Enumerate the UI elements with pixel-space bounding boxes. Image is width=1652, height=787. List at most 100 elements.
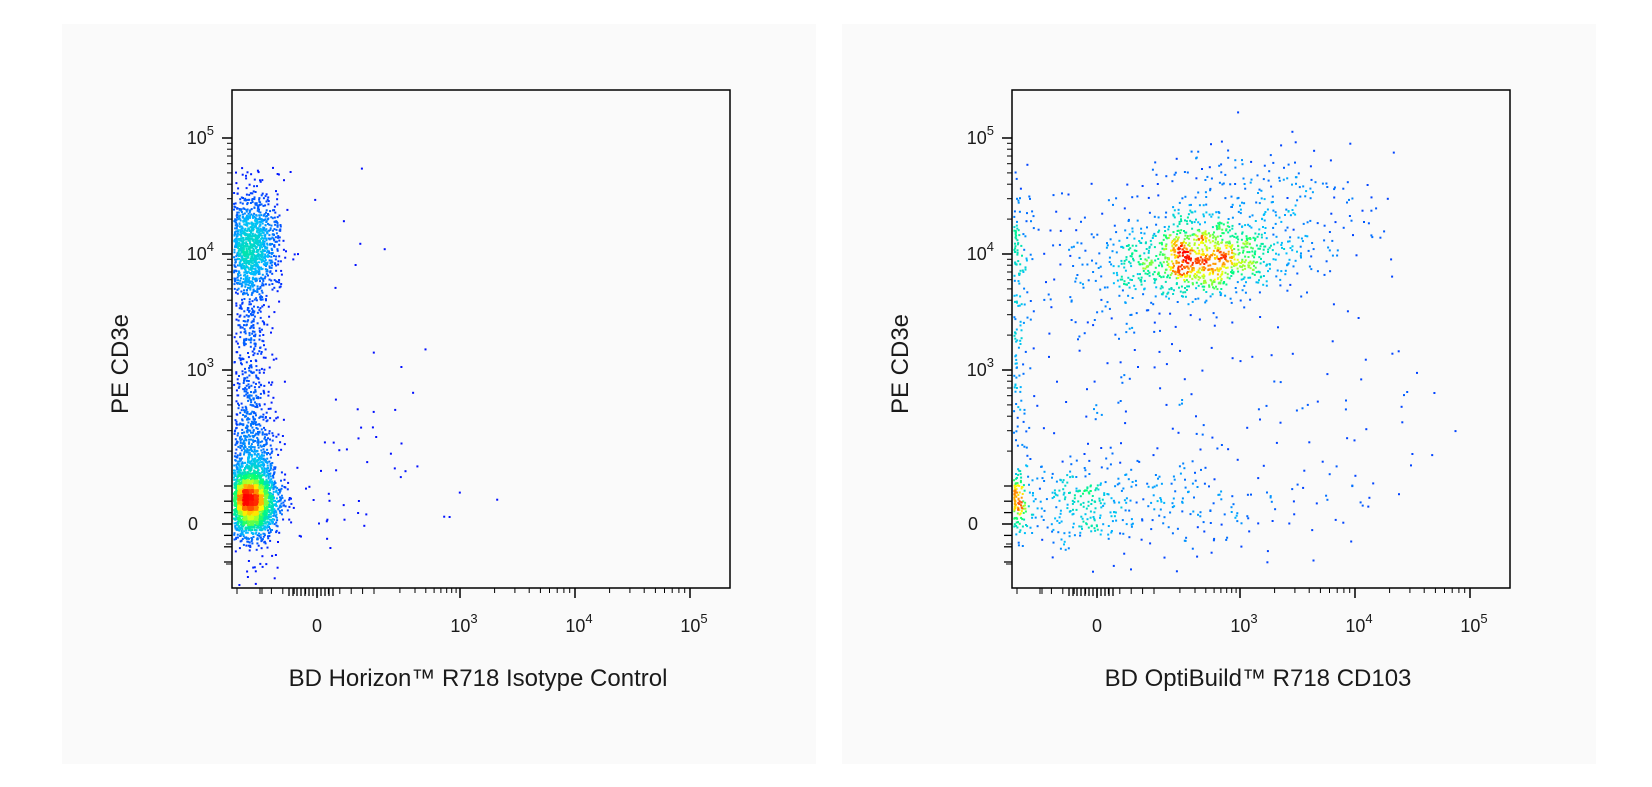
event-point [249,216,252,219]
event-point [243,483,246,485]
event-point [1331,239,1334,242]
event-point [261,481,264,483]
event-point [276,416,279,419]
event-point [278,239,281,242]
event-point [258,498,261,501]
event-point [281,509,283,512]
event-point [246,418,249,420]
event-point [1032,227,1035,230]
event-point [277,263,280,266]
event-point [239,540,242,543]
event-point [264,245,267,248]
event-point [263,445,266,448]
event-point [269,210,272,213]
event-point [261,246,264,249]
event-point [276,225,279,228]
event-point [254,343,257,346]
event-point [264,487,266,490]
event-point [239,254,242,257]
event-point [255,202,258,205]
event-point [260,367,263,370]
event-point [256,508,259,511]
event-point [234,498,237,501]
event-point [263,392,266,395]
event-point [276,173,279,175]
event-point [266,457,269,460]
event-point [260,449,263,452]
event-point [251,309,254,312]
event-point [263,467,266,470]
event-point [269,509,272,512]
event-point [259,562,262,565]
event-point [234,258,237,261]
event-point [260,529,263,532]
event-point [1391,352,1394,355]
event-point [1370,209,1373,212]
event-point [269,462,272,465]
event-point [1048,332,1051,335]
event-point [273,523,276,526]
event-point [284,256,287,259]
event-point [251,517,254,520]
event-point [244,449,247,452]
event-point [248,500,251,503]
event-point [243,390,246,393]
event-point [1208,485,1210,488]
event-point [248,367,251,369]
event-point [256,537,259,540]
event-point [265,299,267,302]
event-point [274,466,277,469]
event-point [239,533,242,536]
event-point [243,223,246,226]
event-point [246,451,249,454]
event-point [252,267,255,270]
event-point [255,423,257,426]
event-point [1383,230,1386,233]
event-point [235,332,238,335]
event-point [1194,471,1196,474]
event-point [250,325,253,328]
events-layer [1013,111,1457,573]
event-point [276,492,279,495]
event-point [279,229,282,232]
event-point [264,224,267,227]
event-point [1153,366,1156,369]
event-point [250,264,253,267]
event-point [1142,293,1145,296]
event-point [247,399,250,402]
event-point [248,222,251,225]
event-point [1259,418,1261,421]
event-point [266,448,269,451]
event-point [269,472,272,475]
event-point [252,259,254,262]
event-point [1151,519,1154,522]
event-point [241,486,244,489]
event-point [235,221,238,224]
event-point [264,490,266,493]
event-point [1243,306,1246,309]
event-point [247,560,250,562]
event-point [1109,446,1112,449]
event-point [1306,403,1309,406]
event-point [1070,319,1073,321]
event-point [251,538,253,540]
event-point [237,488,240,491]
event-point [1365,428,1368,431]
event-point [253,249,255,252]
event-point [252,243,255,246]
event-point [245,270,248,273]
event-point [272,434,275,437]
event-point [258,334,261,337]
event-point [266,242,269,245]
event-point [260,456,263,459]
event-point [253,483,256,486]
event-point [244,481,247,484]
event-point [259,490,262,493]
event-point [273,311,276,314]
event-point [236,454,239,457]
event-point [252,354,255,357]
event-point [242,424,245,427]
event-point [270,504,273,507]
event-point [234,243,237,246]
